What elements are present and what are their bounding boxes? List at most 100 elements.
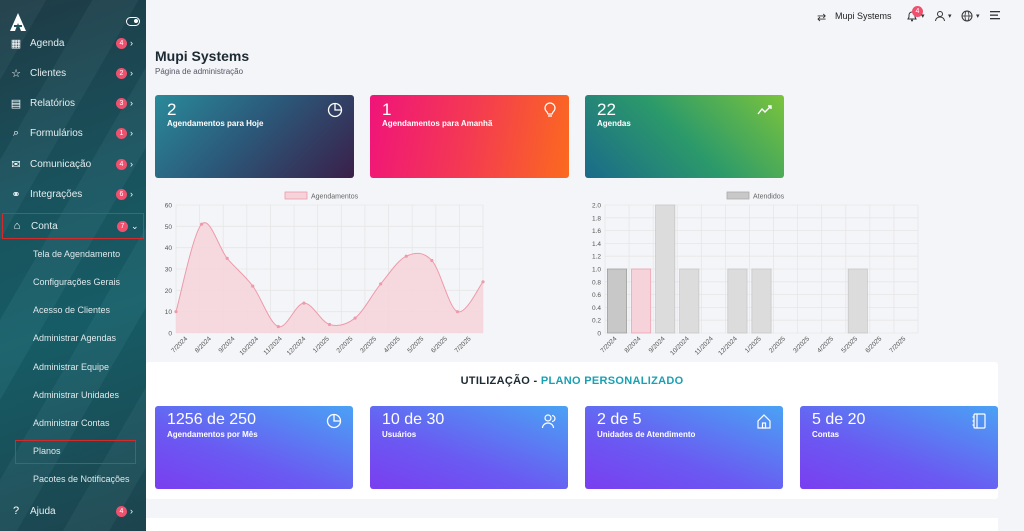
- y-tick-label: 1.2: [592, 254, 601, 261]
- submenu-administrar-unidades[interactable]: Administrar Unidades: [33, 390, 120, 400]
- x-tick-label: 7/2025: [888, 335, 907, 354]
- page-subtitle: Página de administração: [155, 67, 244, 76]
- pie-chart-icon: [326, 413, 342, 429]
- submenu-administrar-equipe[interactable]: Administrar Equipe: [33, 362, 110, 372]
- usage-card-unidades[interactable]: 2 de 5 Unidades de Atendimento: [585, 406, 783, 489]
- x-tick-label: 7/2025: [454, 335, 473, 354]
- y-tick-label: 30: [165, 267, 173, 274]
- book-icon: ▤: [10, 97, 22, 110]
- sidebar-toggle[interactable]: [126, 17, 140, 26]
- sidebar-item-formularios[interactable]: ⌕ Formulários 1 ›: [0, 120, 146, 146]
- submenu-pacotes-notificacoes[interactable]: Pacotes de Notificações: [33, 474, 130, 484]
- usage-label: Contas: [812, 430, 840, 439]
- bank-icon: ⌂: [13, 220, 21, 232]
- submenu-administrar-agendas[interactable]: Administrar Agendas: [33, 333, 117, 343]
- chevron-down-icon: ⌄: [131, 220, 139, 231]
- sidebar-item-label: Clientes: [30, 67, 67, 79]
- sidebar-item-ajuda[interactable]: ? Ajuda 4 ›: [0, 498, 146, 524]
- usage-label: Unidades de Atendimento: [597, 430, 696, 439]
- usage-label: Usuários: [382, 430, 417, 439]
- data-point: [302, 301, 306, 305]
- chart-atendidos: 0 0.2 0.4 0.6 0.8 1.0 1.2 1.4 1.6 1.8 2.0 7/2024 8/2…: [585, 188, 925, 361]
- x-tick-label: 7/2024: [170, 335, 189, 354]
- home-icon: [757, 414, 771, 429]
- logo-icon[interactable]: [9, 12, 27, 32]
- switch-company-icon[interactable]: ⇄: [817, 12, 827, 24]
- y-tick-label: 0.4: [592, 305, 601, 312]
- x-tick-label: 10/2024: [669, 335, 691, 356]
- menu-icon[interactable]: [990, 11, 1000, 20]
- globe-icon[interactable]: [961, 10, 973, 22]
- bar: [679, 268, 700, 334]
- search-icon: ⌕: [12, 126, 20, 139]
- y-tick-label: 0: [168, 331, 172, 338]
- star-icon: ☆: [11, 67, 21, 80]
- x-tick-label: 8/2024: [194, 335, 213, 354]
- sidebar-item-relatorios[interactable]: ▤ Relatórios 3 ›: [0, 90, 146, 116]
- badge: 6: [116, 188, 127, 200]
- y-tick-label: 10: [165, 309, 173, 316]
- x-tick-label: 11/2024: [694, 335, 715, 356]
- caret-down-icon: ▾: [976, 13, 980, 20]
- data-point: [430, 258, 434, 263]
- x-tick-label: 12/2024: [717, 335, 739, 356]
- x-tick-label: 10/2024: [239, 335, 261, 356]
- usage-card-contas[interactable]: 5 de 20 Contas: [800, 406, 998, 489]
- stat-card-tomorrow[interactable]: 1 Agendamentos para Amanhã: [370, 95, 569, 178]
- chevron-right-icon: ›: [130, 128, 133, 138]
- data-point: [455, 310, 460, 314]
- x-tick-label: 12/2024: [286, 335, 308, 356]
- users-icon: [541, 414, 556, 429]
- trend-line-icon: [757, 105, 772, 115]
- sidebar-item-conta[interactable]: ⌂ Conta 7 ⌄: [2, 213, 144, 239]
- sidebar-item-label: Agenda: [30, 37, 65, 49]
- x-tick-label: 7/2024: [599, 335, 618, 354]
- notebook-icon: [972, 413, 986, 429]
- usage-title-prefix: UTILIZAÇÃO -: [460, 375, 541, 387]
- y-tick-label: 20: [165, 288, 173, 295]
- sidebar-item-label: Conta: [31, 220, 58, 232]
- chevron-right-icon: ›: [130, 38, 133, 48]
- submenu-tela-agendamento[interactable]: Tela de Agendamento: [33, 249, 121, 259]
- usage-value: 1256 de 250: [167, 411, 256, 428]
- sidebar-item-clientes[interactable]: ☆ Clientes 2 ›: [0, 60, 146, 86]
- stat-card-today[interactable]: 2 Agendamentos para Hoje: [155, 95, 354, 178]
- submenu-planos[interactable]: Planos: [33, 446, 61, 456]
- usage-card-usuarios[interactable]: 10 de 30 Usuários: [370, 406, 568, 489]
- usage-card-agendamentos[interactable]: 1256 de 250 Agendamentos por Mês: [155, 406, 353, 489]
- x-tick-label: 5/2025: [406, 335, 425, 354]
- bar-chart: 0 0.2 0.4 0.6 0.8 1.0 1.2 1.4 1.6 1.8 2.0 7/2024 8/2…: [592, 191, 919, 357]
- data-point: [327, 322, 332, 327]
- y-tick-label: 2.0: [592, 203, 601, 210]
- y-tick-label: 60: [165, 203, 173, 210]
- sidebar-item-comunicacao[interactable]: ✉ Comunicação 4 ›: [0, 151, 146, 177]
- y-tick-label: 40: [165, 245, 173, 252]
- badge: 3: [116, 97, 127, 109]
- data-point: [404, 254, 408, 258]
- usage-label: Agendamentos por Mês: [167, 430, 258, 439]
- submenu-configuracoes-gerais[interactable]: Configurações Gerais: [33, 277, 121, 287]
- x-tick-label: 3/2025: [792, 335, 811, 354]
- chevron-right-icon: ›: [130, 68, 133, 78]
- user-icon[interactable]: [934, 10, 946, 22]
- x-tick-label: 11/2024: [262, 335, 283, 356]
- chevron-right-icon: ›: [130, 98, 133, 108]
- chevron-right-icon: ›: [130, 159, 133, 169]
- stat-card-agendas[interactable]: 22 Agendas: [585, 95, 784, 178]
- submenu-administrar-contas[interactable]: Administrar Contas: [33, 418, 110, 428]
- sidebar-item-label: Relatórios: [30, 97, 76, 109]
- y-tick-label: 0: [597, 331, 601, 338]
- usage-title-plan: PLANO PERSONALIZADO: [540, 375, 684, 387]
- bar: [751, 268, 772, 334]
- company-name[interactable]: Mupi Systems: [835, 11, 892, 21]
- help-icon: ?: [12, 505, 20, 517]
- sidebar-item-integracoes[interactable]: ⚭ Integrações 6 ›: [0, 181, 146, 207]
- data-point: [276, 325, 280, 329]
- sidebar-item-agenda[interactable]: ▦ Agenda 4 ›: [0, 30, 146, 56]
- lightbulb-icon: [544, 102, 556, 117]
- sidebar: ▦ Agenda 4 › ☆ Clientes 2 › ▤ Relatórios…: [0, 0, 146, 531]
- y-tick-label: 50: [165, 224, 173, 231]
- link-icon: ⚭: [11, 188, 21, 201]
- usage-value: 2 de 5: [597, 411, 642, 428]
- submenu-acesso-clientes[interactable]: Acesso de Clientes: [33, 305, 111, 315]
